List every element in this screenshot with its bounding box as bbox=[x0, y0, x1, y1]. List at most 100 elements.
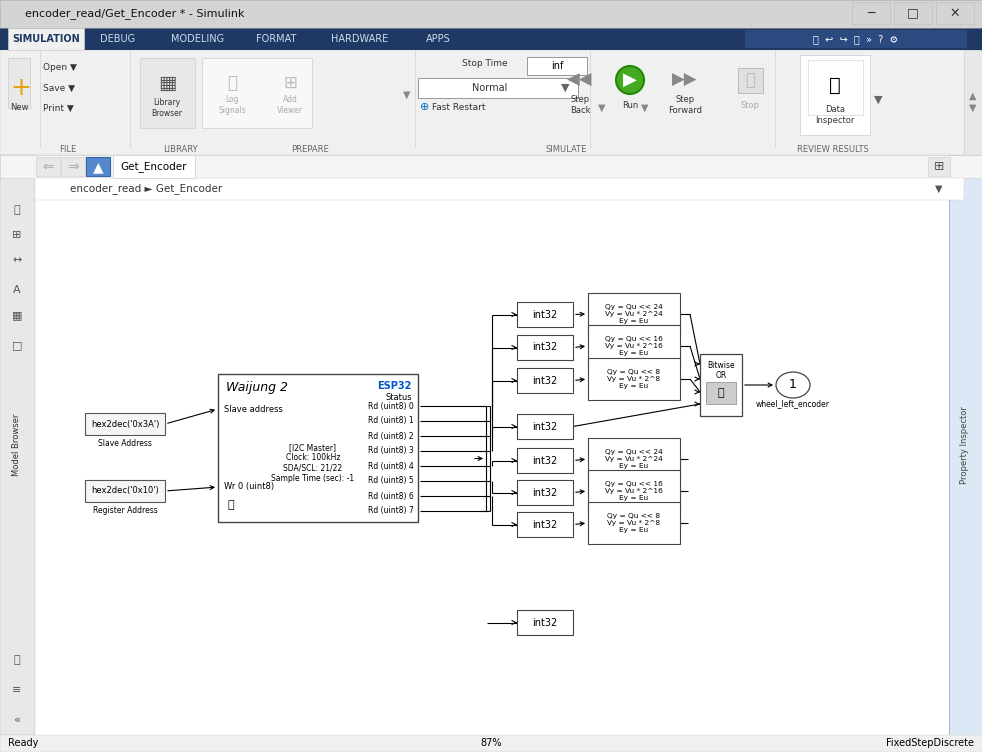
Text: HARDWARE: HARDWARE bbox=[331, 34, 389, 44]
Text: Property Inspector: Property Inspector bbox=[960, 406, 969, 484]
Text: 🔗: 🔗 bbox=[718, 388, 725, 398]
Bar bbox=[745, 30, 967, 48]
Text: 🔗: 🔗 bbox=[228, 500, 235, 510]
Text: Ready: Ready bbox=[8, 738, 38, 748]
Text: □: □ bbox=[12, 340, 23, 350]
Text: ▼: ▼ bbox=[874, 95, 882, 105]
Bar bbox=[85, 480, 165, 502]
Bar bbox=[0, 28, 982, 50]
Text: ✕: ✕ bbox=[950, 7, 960, 20]
Text: +: + bbox=[10, 76, 30, 100]
Text: Rd (uint8) 7: Rd (uint8) 7 bbox=[368, 507, 414, 516]
Text: 1: 1 bbox=[790, 378, 797, 392]
Bar bbox=[8, 28, 84, 50]
Text: MODELING: MODELING bbox=[172, 34, 225, 44]
Text: PREPARE: PREPARE bbox=[291, 145, 329, 154]
Text: DEBUG: DEBUG bbox=[100, 34, 136, 44]
Bar bbox=[517, 302, 573, 327]
Text: Rd (uint8) 6: Rd (uint8) 6 bbox=[368, 492, 414, 501]
Text: ▼: ▼ bbox=[935, 184, 943, 194]
Text: Rd (uint8) 3: Rd (uint8) 3 bbox=[368, 447, 414, 456]
Bar bbox=[588, 502, 680, 544]
Bar bbox=[527, 57, 587, 75]
Bar bbox=[35, 200, 949, 735]
Text: ⊞: ⊞ bbox=[934, 160, 945, 174]
Text: ▼: ▼ bbox=[561, 83, 570, 93]
Bar bbox=[218, 374, 418, 522]
Text: FORMAT: FORMAT bbox=[256, 34, 297, 44]
Bar bbox=[706, 382, 736, 404]
Text: ▼: ▼ bbox=[598, 103, 606, 113]
Bar bbox=[517, 480, 573, 505]
Bar bbox=[8, 58, 30, 108]
Text: ↔: ↔ bbox=[13, 255, 22, 265]
Text: ▦: ▦ bbox=[12, 310, 23, 320]
Text: Qy = Qu << 8
Vy = Vu * 2^8
Ey = Eu: Qy = Qu << 8 Vy = Vu * 2^8 Ey = Eu bbox=[608, 369, 661, 389]
Bar bbox=[949, 155, 982, 735]
Bar bbox=[894, 2, 932, 24]
Text: Rd (uint8) 0: Rd (uint8) 0 bbox=[368, 402, 414, 411]
Text: Open ▼: Open ▼ bbox=[43, 63, 77, 72]
Text: SIMULATE: SIMULATE bbox=[545, 145, 586, 154]
Text: Qy = Qu << 24
Vy = Vu * 2^24
Ey = Eu: Qy = Qu << 24 Vy = Vu * 2^24 Ey = Eu bbox=[605, 449, 663, 469]
Text: Status: Status bbox=[385, 393, 412, 402]
Bar bbox=[140, 58, 195, 128]
Text: Qy = Qu << 16
Vy = Vu * 2^16
Ey = Eu: Qy = Qu << 16 Vy = Vu * 2^16 Ey = Eu bbox=[605, 336, 663, 356]
Bar bbox=[700, 354, 742, 416]
Text: Waijung 2: Waijung 2 bbox=[226, 381, 288, 393]
Text: 🔍: 🔍 bbox=[14, 205, 21, 215]
Text: int32: int32 bbox=[532, 342, 558, 353]
Text: Slave address: Slave address bbox=[224, 405, 283, 414]
Text: wheel_left_encoder: wheel_left_encoder bbox=[756, 399, 830, 408]
Text: 〜: 〜 bbox=[227, 74, 237, 92]
Bar bbox=[517, 414, 573, 439]
Text: encoder_read/Get_Encoder * - Simulink: encoder_read/Get_Encoder * - Simulink bbox=[25, 8, 245, 20]
Text: APPS: APPS bbox=[425, 34, 451, 44]
Text: ⏹: ⏹ bbox=[745, 71, 755, 89]
Text: ▼: ▼ bbox=[404, 90, 410, 100]
Text: LIBRARY: LIBRARY bbox=[163, 145, 197, 154]
Bar bbox=[0, 155, 35, 735]
Text: Rd (uint8) 2: Rd (uint8) 2 bbox=[368, 432, 414, 441]
Text: ▶▶: ▶▶ bbox=[673, 71, 698, 89]
Text: Get_Encoder: Get_Encoder bbox=[121, 162, 188, 172]
Text: Add
Viewer: Add Viewer bbox=[277, 96, 303, 115]
Text: Slave Address: Slave Address bbox=[98, 439, 152, 448]
Text: Bitwise: Bitwise bbox=[707, 362, 735, 371]
Text: Stop: Stop bbox=[740, 101, 759, 110]
Text: Qy = Qu << 16
Vy = Vu * 2^16
Ey = Eu: Qy = Qu << 16 Vy = Vu * 2^16 Ey = Eu bbox=[605, 481, 663, 501]
Text: Qy = Qu << 24
Vy = Vu * 2^24
Ey = Eu: Qy = Qu << 24 Vy = Vu * 2^24 Ey = Eu bbox=[605, 304, 663, 324]
Text: 🖫  ↩  ↪  🔍  »  ?  ⚙: 🖫 ↩ ↪ 🔍 » ? ⚙ bbox=[813, 34, 899, 44]
Text: ─: ─ bbox=[867, 7, 875, 20]
Text: Model Browser: Model Browser bbox=[13, 414, 22, 476]
Text: int32: int32 bbox=[532, 617, 558, 627]
Bar bbox=[85, 413, 165, 435]
Bar bbox=[0, 735, 982, 752]
Text: Qy = Qu << 8
Vy = Vu * 2^8
Ey = Eu: Qy = Qu << 8 Vy = Vu * 2^8 Ey = Eu bbox=[608, 513, 661, 533]
Text: ⊞: ⊞ bbox=[283, 74, 297, 92]
Bar bbox=[0, 50, 982, 155]
Text: A: A bbox=[13, 285, 21, 295]
Text: int32: int32 bbox=[532, 520, 558, 529]
Bar bbox=[588, 293, 680, 335]
Text: 📷: 📷 bbox=[14, 655, 21, 665]
Text: Rd (uint8) 4: Rd (uint8) 4 bbox=[368, 462, 414, 471]
Bar bbox=[928, 157, 950, 176]
Text: 📈: 📈 bbox=[829, 75, 841, 95]
Text: ▲: ▲ bbox=[92, 160, 103, 174]
Bar bbox=[86, 157, 110, 176]
Bar bbox=[0, 155, 982, 178]
Bar bbox=[61, 157, 85, 176]
Bar bbox=[0, 0, 982, 28]
Text: ◀◀: ◀◀ bbox=[568, 71, 593, 89]
Bar bbox=[588, 438, 680, 480]
Bar bbox=[0, 50, 982, 155]
Bar bbox=[588, 325, 680, 367]
Bar bbox=[936, 2, 974, 24]
Text: ⇒: ⇒ bbox=[67, 160, 79, 174]
Text: int32: int32 bbox=[532, 310, 558, 320]
Text: ▶: ▶ bbox=[623, 71, 637, 89]
Text: FixedStepDiscrete: FixedStepDiscrete bbox=[886, 738, 974, 748]
Text: ▲
▼: ▲ ▼ bbox=[969, 91, 977, 113]
Text: 87%: 87% bbox=[480, 738, 502, 748]
